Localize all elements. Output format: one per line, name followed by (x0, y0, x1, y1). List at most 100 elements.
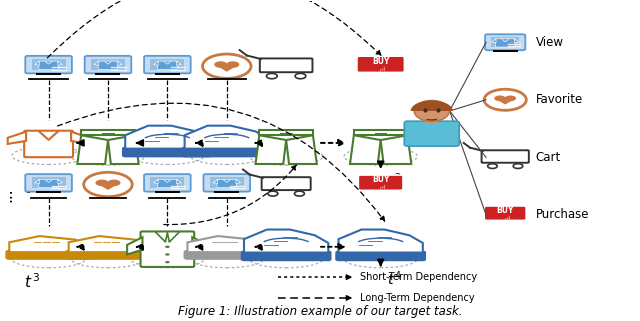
FancyArrowPatch shape (58, 103, 385, 221)
Polygon shape (77, 135, 108, 164)
Text: ···: ··· (166, 175, 181, 190)
Circle shape (165, 253, 170, 256)
Polygon shape (381, 135, 412, 164)
Polygon shape (108, 135, 139, 164)
FancyBboxPatch shape (39, 179, 58, 188)
FancyBboxPatch shape (358, 175, 403, 190)
Polygon shape (117, 61, 122, 65)
Polygon shape (35, 180, 40, 184)
Circle shape (214, 61, 227, 68)
FancyBboxPatch shape (144, 174, 191, 192)
Polygon shape (177, 180, 181, 184)
Polygon shape (58, 61, 62, 65)
Polygon shape (35, 61, 40, 65)
Text: Short-Term Dependency: Short-Term Dependency (360, 272, 477, 282)
Circle shape (266, 74, 277, 79)
FancyBboxPatch shape (260, 58, 312, 72)
Polygon shape (215, 65, 239, 72)
FancyBboxPatch shape (404, 121, 460, 146)
Text: View: View (536, 36, 564, 49)
FancyBboxPatch shape (485, 34, 525, 50)
Polygon shape (71, 132, 90, 144)
FancyBboxPatch shape (484, 206, 526, 220)
Bar (150, 59, 184, 70)
FancyBboxPatch shape (141, 231, 194, 267)
Polygon shape (236, 180, 241, 184)
Polygon shape (127, 237, 143, 255)
Circle shape (84, 172, 132, 197)
FancyBboxPatch shape (24, 131, 73, 157)
Bar (91, 59, 125, 70)
FancyBboxPatch shape (98, 61, 118, 69)
Bar (150, 177, 184, 188)
Polygon shape (213, 180, 218, 184)
Circle shape (165, 246, 170, 248)
Circle shape (202, 54, 251, 78)
FancyBboxPatch shape (84, 56, 131, 74)
Circle shape (165, 261, 170, 263)
FancyBboxPatch shape (241, 251, 331, 261)
Text: ☜: ☜ (376, 65, 385, 73)
Bar (354, 130, 408, 135)
Circle shape (484, 89, 526, 110)
FancyBboxPatch shape (123, 147, 212, 157)
Polygon shape (188, 236, 266, 252)
FancyBboxPatch shape (26, 174, 72, 192)
Text: $t^{\,2}$: $t^{\,2}$ (387, 171, 402, 190)
Bar (492, 38, 519, 47)
Text: Cart: Cart (536, 151, 561, 164)
FancyArrowPatch shape (47, 0, 381, 58)
Ellipse shape (414, 100, 449, 121)
Text: Long-Term Dependency: Long-Term Dependency (360, 293, 475, 303)
Polygon shape (58, 180, 62, 184)
FancyBboxPatch shape (6, 251, 91, 259)
Text: BUY: BUY (372, 176, 389, 185)
Bar (426, 119, 438, 124)
Polygon shape (492, 39, 496, 43)
FancyBboxPatch shape (481, 150, 529, 163)
Circle shape (295, 74, 306, 79)
Polygon shape (125, 126, 209, 149)
FancyArrowPatch shape (164, 165, 296, 225)
Polygon shape (154, 180, 158, 184)
Polygon shape (244, 230, 328, 253)
Text: BUY: BUY (372, 57, 389, 66)
Text: Favorite: Favorite (536, 93, 583, 106)
Text: Purchase: Purchase (536, 208, 589, 221)
Polygon shape (350, 135, 381, 164)
Polygon shape (339, 230, 423, 253)
FancyBboxPatch shape (336, 251, 426, 261)
Circle shape (95, 179, 109, 186)
Polygon shape (495, 98, 516, 105)
Polygon shape (154, 61, 158, 65)
FancyBboxPatch shape (182, 147, 271, 157)
Circle shape (268, 191, 278, 196)
Text: $t^{\,3}$: $t^{\,3}$ (24, 272, 41, 291)
FancyBboxPatch shape (157, 61, 177, 69)
Text: ···: ··· (4, 187, 20, 202)
Text: ☜: ☜ (500, 213, 509, 221)
Polygon shape (177, 61, 181, 65)
Circle shape (494, 96, 506, 101)
FancyBboxPatch shape (495, 39, 515, 47)
Bar (31, 177, 65, 188)
FancyBboxPatch shape (204, 174, 250, 192)
FancyBboxPatch shape (144, 56, 191, 74)
FancyBboxPatch shape (39, 61, 58, 69)
Polygon shape (515, 39, 519, 43)
Bar (210, 177, 244, 188)
FancyBboxPatch shape (184, 251, 269, 259)
Circle shape (108, 179, 120, 186)
Polygon shape (255, 135, 286, 164)
FancyBboxPatch shape (26, 56, 72, 74)
Circle shape (294, 191, 305, 196)
Text: Figure 1: Illustration example of our target task.: Figure 1: Illustration example of our ta… (178, 305, 462, 318)
Circle shape (505, 96, 516, 101)
Text: ☜: ☜ (376, 183, 385, 191)
Text: $t^{\,4}$: $t^{\,4}$ (387, 269, 403, 288)
Text: BUY: BUY (497, 206, 514, 215)
Polygon shape (9, 236, 88, 252)
Wedge shape (411, 100, 453, 111)
Bar (259, 130, 313, 135)
FancyBboxPatch shape (357, 56, 404, 72)
